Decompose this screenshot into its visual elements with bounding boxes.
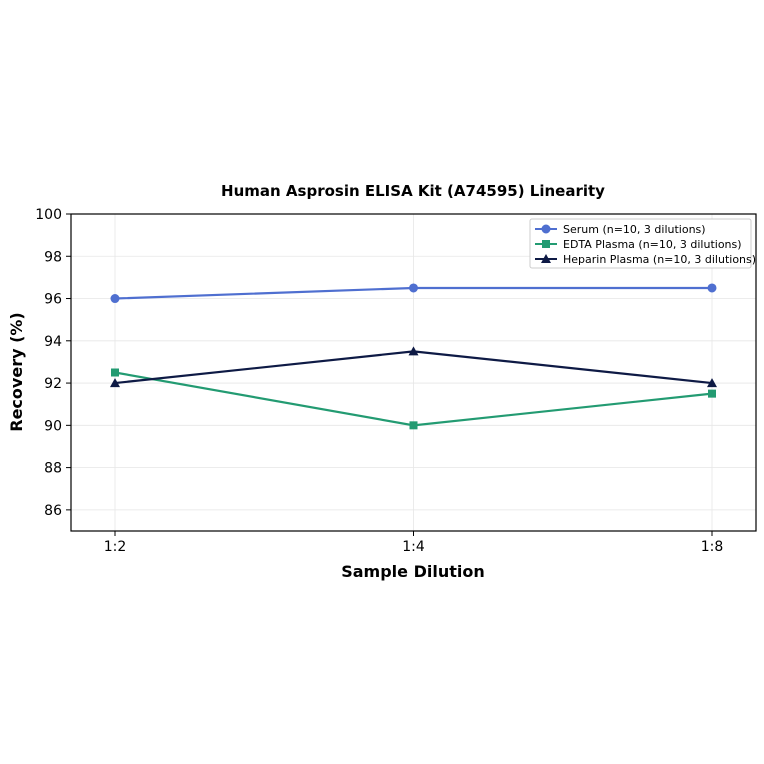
series-group bbox=[110, 283, 717, 430]
y-tick-label: 92 bbox=[44, 376, 62, 392]
data-point bbox=[111, 368, 119, 377]
legend-marker bbox=[541, 254, 551, 263]
y-tick-label: 86 bbox=[44, 503, 62, 519]
data-point bbox=[110, 294, 120, 304]
x-tick-label: 1:2 bbox=[104, 539, 127, 555]
legend-item: EDTA Plasma (n=10, 3 dilutions) bbox=[535, 238, 742, 251]
y-axis-label: Recovery (%) bbox=[7, 312, 26, 431]
x-tick-label: 1:8 bbox=[701, 539, 724, 555]
legend-marker bbox=[542, 240, 550, 248]
legend-item: Heparin Plasma (n=10, 3 dilutions) bbox=[535, 253, 756, 266]
y-tick-label: 100 bbox=[35, 207, 62, 223]
legend-label: Heparin Plasma (n=10, 3 dilutions) bbox=[563, 253, 756, 266]
data-point bbox=[707, 283, 717, 293]
y-tick-label: 96 bbox=[44, 292, 62, 308]
data-point bbox=[409, 283, 418, 293]
legend-marker bbox=[541, 224, 551, 234]
data-point bbox=[110, 378, 120, 388]
y-tick-label: 88 bbox=[44, 461, 62, 477]
x-axis: 1:2 1:4 1:8 bbox=[104, 531, 724, 555]
x-axis-label: Sample Dilution bbox=[341, 562, 485, 581]
data-point bbox=[409, 421, 418, 430]
series-2 bbox=[111, 368, 716, 430]
series-3 bbox=[110, 346, 717, 388]
y-tick-label: 94 bbox=[44, 334, 62, 350]
legend: Serum (n=10, 3 dilutions) EDTA Plasma (n=… bbox=[529, 218, 756, 269]
legend-label: EDTA Plasma (n=10, 3 dilutions) bbox=[563, 238, 742, 251]
y-tick-label: 98 bbox=[44, 249, 62, 265]
legend-item: Serum (n=10, 3 dilutions) bbox=[535, 223, 706, 236]
y-tick-label: 90 bbox=[44, 418, 62, 434]
x-tick-label: 1:4 bbox=[402, 539, 425, 555]
data-point bbox=[708, 389, 716, 398]
series-1 bbox=[110, 283, 717, 304]
data-point bbox=[707, 378, 717, 388]
y-axis: 86 88 90 92 94 96 98 100 bbox=[35, 207, 71, 519]
legend-label: Serum (n=10, 3 dilutions) bbox=[563, 223, 706, 236]
legend-box bbox=[529, 218, 752, 269]
chart-title: Human Asprosin ELISA Kit (A74595) Linear… bbox=[221, 182, 605, 200]
data-point bbox=[408, 346, 419, 356]
